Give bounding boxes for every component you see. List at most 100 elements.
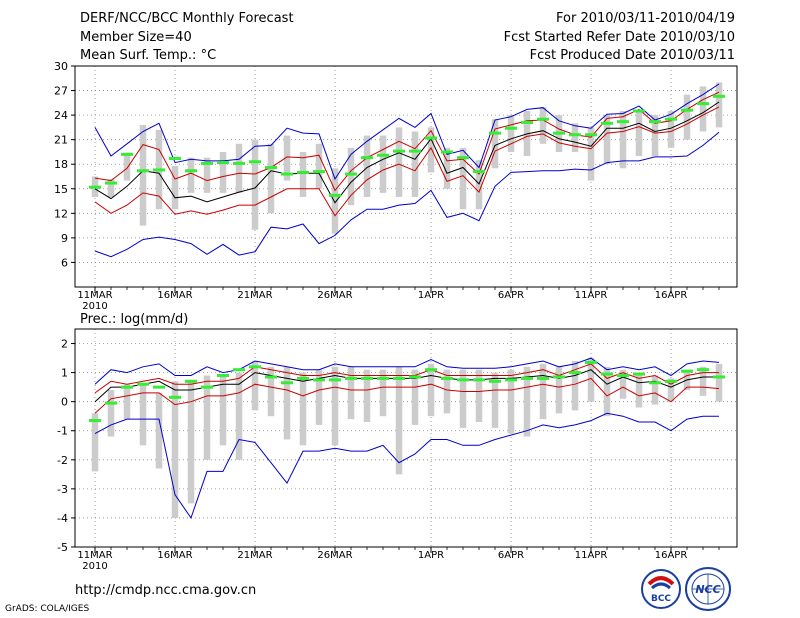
range-bar bbox=[475, 369, 483, 423]
range-bar bbox=[379, 369, 387, 417]
series-ensemble-min bbox=[94, 131, 720, 258]
y-tick-label: 18 bbox=[54, 158, 68, 171]
range-bar bbox=[331, 168, 339, 234]
range-bar bbox=[171, 165, 179, 210]
range-bar bbox=[715, 363, 723, 402]
x-tick-label: 16APR bbox=[655, 290, 688, 301]
x-tick-label: 11MAR bbox=[77, 290, 112, 301]
range-bar bbox=[219, 375, 227, 446]
range-bar bbox=[203, 157, 211, 193]
range-bar bbox=[379, 135, 387, 193]
grads-credit: GrADS: COLA/IGES bbox=[5, 604, 90, 614]
range-bar bbox=[443, 369, 451, 414]
y-tick-label: -4 bbox=[57, 512, 68, 525]
range-bar bbox=[571, 123, 579, 152]
range-bar bbox=[683, 94, 691, 140]
y-tick-label: 27 bbox=[54, 85, 68, 98]
range-bar bbox=[139, 124, 147, 226]
y-tick-label: 1 bbox=[61, 367, 68, 380]
range-bar bbox=[411, 369, 419, 425]
y-tick-label: -5 bbox=[57, 541, 68, 554]
range-bar bbox=[523, 366, 531, 437]
range-bar bbox=[587, 127, 595, 181]
x-tick-label: 11APR bbox=[575, 550, 608, 561]
range-bar bbox=[475, 160, 483, 210]
range-bar bbox=[539, 106, 547, 144]
range-bar bbox=[427, 363, 435, 417]
range-bar bbox=[331, 366, 339, 446]
range-bar bbox=[251, 139, 259, 230]
y-tick-label: 6 bbox=[61, 256, 68, 269]
ncc-logo: NCC bbox=[684, 566, 732, 612]
forecast-period: For 2010/03/11-2010/04/19 bbox=[556, 11, 735, 26]
range-bar bbox=[507, 369, 515, 434]
forecast-produced-date: Fcst Produced Date 2010/03/11 bbox=[529, 48, 735, 63]
range-bar bbox=[635, 111, 643, 157]
series-mean-sd bbox=[94, 106, 720, 217]
range-bar bbox=[619, 369, 627, 399]
range-bar bbox=[363, 369, 371, 423]
plot-frame bbox=[74, 328, 738, 548]
range-bar bbox=[491, 119, 499, 169]
x-tick-label: 6APR bbox=[498, 550, 524, 561]
ncc-logo-text: NCC bbox=[695, 583, 720, 596]
range-bar bbox=[555, 366, 563, 414]
y-tick-label: -3 bbox=[57, 483, 68, 496]
range-bar bbox=[187, 157, 195, 193]
range-bar bbox=[443, 147, 451, 189]
range-bar bbox=[315, 369, 323, 425]
range-bar bbox=[571, 360, 579, 411]
range-bar bbox=[603, 366, 611, 417]
plot-frame bbox=[74, 65, 738, 288]
series-ensemble-mean bbox=[94, 369, 719, 403]
range-bar bbox=[267, 143, 275, 214]
range-bar bbox=[539, 363, 547, 420]
source-url[interactable]: http://cmdp.ncc.cma.gov.cn bbox=[75, 583, 257, 598]
range-bar bbox=[395, 127, 403, 197]
x-tick-label: 1APR bbox=[418, 550, 444, 561]
range-bar bbox=[299, 372, 307, 446]
range-bar bbox=[395, 366, 403, 475]
range-bar bbox=[91, 413, 99, 472]
range-bar bbox=[459, 147, 467, 210]
range-bar bbox=[107, 178, 115, 197]
range-bar bbox=[107, 390, 115, 437]
range-bar bbox=[459, 369, 467, 428]
precip-variable-label: Prec.: log(mm/d) bbox=[80, 312, 188, 327]
range-bar bbox=[267, 366, 275, 417]
range-bar bbox=[251, 360, 259, 411]
y-tick-label: 24 bbox=[54, 109, 68, 122]
range-bar bbox=[715, 82, 723, 128]
range-bar bbox=[235, 372, 243, 460]
range-bar bbox=[283, 366, 291, 440]
range-bar bbox=[699, 366, 707, 396]
range-bar bbox=[347, 366, 355, 420]
y-tick-label: 9 bbox=[61, 232, 68, 245]
range-bar bbox=[667, 111, 675, 148]
series-ensemble-min bbox=[94, 412, 719, 519]
x-tick-label: 16MAR bbox=[157, 550, 192, 561]
range-bar bbox=[139, 384, 147, 446]
x-tick-label: 21MAR bbox=[237, 550, 272, 561]
range-bar bbox=[347, 147, 355, 206]
range-bar bbox=[651, 375, 659, 405]
member-size: Member Size=40 bbox=[80, 30, 192, 45]
range-bar bbox=[651, 115, 659, 157]
x-tick-label: 16MAR bbox=[157, 290, 192, 301]
range-bar bbox=[619, 111, 627, 169]
x-tick-label: 26MAR bbox=[317, 550, 352, 561]
range-bar bbox=[363, 135, 371, 197]
bcc-logo-text: BCC bbox=[651, 594, 671, 604]
range-bar bbox=[507, 115, 515, 152]
y-tick-label: 30 bbox=[54, 60, 68, 73]
forecast-started-date: Fcst Started Refer Date 2010/03/10 bbox=[503, 30, 735, 45]
y-tick-label: -2 bbox=[57, 454, 68, 467]
y-tick-label: 15 bbox=[54, 183, 68, 196]
chart-title: DERF/NCC/BCC Monthly Forecast bbox=[80, 11, 294, 26]
range-bar bbox=[187, 381, 195, 504]
x-tick-label: 11APR bbox=[575, 290, 608, 301]
range-bar bbox=[667, 378, 675, 402]
range-bar bbox=[171, 381, 179, 518]
